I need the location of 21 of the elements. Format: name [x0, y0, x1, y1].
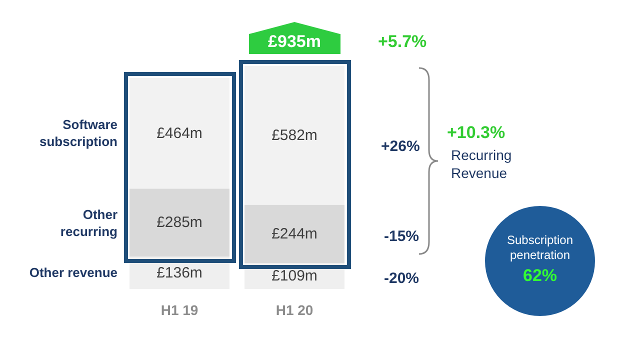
bar: [244, 204, 344, 264]
text: Subscription penetration: [506, 233, 574, 263]
total-label: £935m: [267, 32, 322, 52]
data-label: £285m: [156, 214, 202, 232]
data-label: £244m: [272, 225, 318, 242]
text: +5.7%: [378, 32, 427, 52]
series-label: Software subscription: [38, 116, 118, 150]
x-tick-label: H1 20: [276, 302, 314, 318]
text: -20%: [384, 270, 420, 287]
data-label: £582m: [272, 126, 318, 144]
text: Recurring Revenue: [451, 146, 513, 182]
text: -15%: [384, 228, 420, 245]
x-tick-label: H1 19: [160, 302, 198, 318]
text: +10.3%: [447, 123, 506, 143]
text: 62%: [522, 266, 558, 286]
series-label: Other revenue: [28, 264, 118, 281]
data-label: £464m: [156, 124, 202, 142]
data-label: £136m: [156, 264, 202, 282]
series-label: Other recurring: [59, 206, 118, 240]
text: +26%: [381, 138, 420, 155]
data-label: £109m: [272, 268, 318, 284]
